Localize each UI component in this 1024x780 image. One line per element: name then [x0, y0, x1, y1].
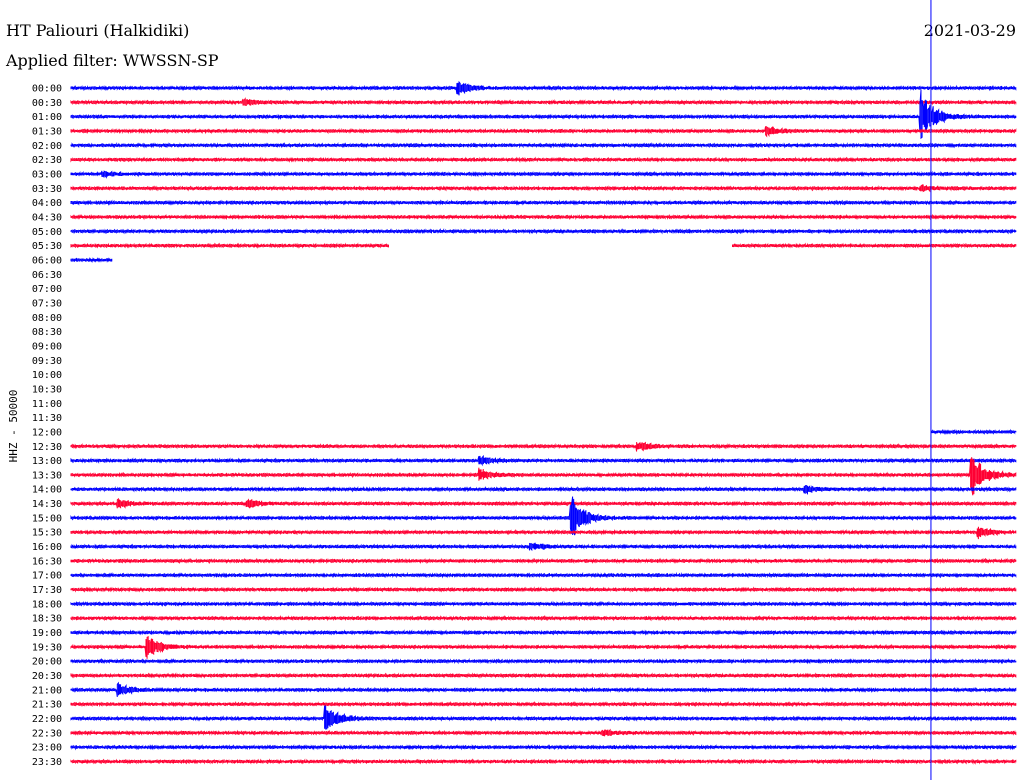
time-tick-label: 09:00 [32, 341, 62, 352]
time-tick-label: 05:30 [32, 241, 62, 252]
trace-row-1930 [70, 636, 1017, 659]
time-tick-label: 16:30 [32, 556, 62, 567]
time-tick-label: 16:00 [32, 542, 62, 553]
time-tick-label: 18:00 [32, 599, 62, 610]
time-tick-label: 04:30 [32, 212, 62, 223]
time-tick-label: 15:00 [32, 513, 62, 524]
trace-row-1630 [70, 557, 1017, 565]
trace-row-2230 [70, 728, 1017, 737]
trace-row-0230 [70, 156, 1017, 163]
trace-row-1230 [70, 441, 1017, 452]
trace-row-1800 [70, 600, 1017, 608]
time-tick-label: 17:30 [32, 585, 62, 596]
time-tick-label: 19:00 [32, 628, 62, 639]
trace-row-1900 [70, 629, 1017, 636]
time-tick-label: 03:00 [32, 169, 62, 180]
trace-row-2000 [70, 658, 1017, 665]
trace-row-1500 [70, 496, 1017, 536]
trace-row-0430 [70, 213, 1017, 221]
date-label: 2021-03-29 [924, 21, 1016, 40]
trace-row-1430 [70, 497, 1017, 509]
time-tick-label: 00:30 [32, 98, 62, 109]
time-tick-label: 20:30 [32, 671, 62, 682]
time-tick-label: 04:00 [32, 198, 62, 209]
trace-row-0400 [70, 199, 1017, 206]
time-tick-label: 06:00 [32, 255, 62, 266]
trace-row-1200 [930, 428, 1017, 436]
y-axis-label: HHZ - 50000 [7, 390, 20, 463]
time-tick-label: 06:30 [32, 270, 62, 281]
time-tick-label: 12:30 [32, 442, 62, 453]
time-tick-label: 05:00 [32, 227, 62, 238]
time-tick-label: 11:00 [32, 399, 62, 410]
trace-row-2030 [70, 672, 1017, 679]
time-tick-label: 02:30 [32, 155, 62, 166]
time-tick-label: 01:00 [32, 112, 62, 123]
trace-row-1600 [70, 542, 1017, 552]
trace-row-2330 [70, 758, 1017, 765]
time-tick-label: 08:30 [32, 327, 62, 338]
time-tick-label: 21:00 [32, 685, 62, 696]
trace-row-1300 [70, 454, 1017, 467]
trace-row-0000 [70, 80, 1017, 96]
trace-row-2200 [70, 705, 1017, 730]
time-tick-label: 15:30 [32, 528, 62, 539]
trace-row-1330 [70, 457, 1017, 496]
time-tick-label: 22:30 [32, 728, 62, 739]
time-tick-label: 01:30 [32, 126, 62, 137]
time-tick-label: 23:00 [32, 743, 62, 754]
time-tick-label: 07:30 [32, 298, 62, 309]
trace-row-1700 [70, 571, 1017, 579]
seismic-traces [70, 80, 1017, 765]
time-tick-label: 07:00 [32, 284, 62, 295]
trace-row-0530 [70, 242, 1017, 249]
time-tick-label: 10:30 [32, 384, 62, 395]
trace-row-0100 [70, 89, 1017, 140]
trace-row-1830 [70, 614, 1017, 622]
time-tick-label: 10:00 [32, 370, 62, 381]
time-tick-label: 14:30 [32, 499, 62, 510]
time-tick-label: 08:00 [32, 313, 62, 324]
trace-row-1530 [70, 526, 1017, 540]
time-tick-label: 19:30 [32, 642, 62, 653]
time-tick-label: 11:30 [32, 413, 62, 424]
trace-row-0330 [70, 184, 1017, 193]
trace-row-2130 [70, 700, 1017, 708]
time-tick-label: 21:30 [32, 700, 62, 711]
time-tick-label: 18:30 [32, 614, 62, 625]
time-tick-label: 23:30 [32, 757, 62, 768]
time-tick-label: 02:00 [32, 141, 62, 152]
trace-row-0500 [70, 228, 1017, 235]
time-tick-label: 09:30 [32, 356, 62, 367]
trace-row-0030 [70, 97, 1017, 106]
time-tick-label: 00:00 [32, 84, 62, 95]
time-tick-label: 13:30 [32, 470, 62, 481]
time-tick-label: 03:30 [32, 184, 62, 195]
trace-row-2300 [70, 743, 1017, 751]
filter-label: Applied filter: WWSSN-SP [5, 51, 219, 70]
trace-row-0600 [70, 256, 113, 263]
time-tick-label: 22:00 [32, 714, 62, 725]
trace-row-1400 [70, 485, 1017, 496]
station-title: HT Paliouri (Halkidiki) [6, 21, 189, 40]
trace-row-0130 [70, 125, 1017, 138]
time-tick-label: 14:00 [32, 485, 62, 496]
time-tick-label: 12:00 [32, 427, 62, 438]
time-tick-label: 20:00 [32, 657, 62, 668]
time-tick-labels: 00:00 00:30 01:00 01:30 02:00 02:30 03:00 03:30… [32, 84, 62, 769]
time-tick-label: 17:00 [32, 571, 62, 582]
trace-row-0300 [70, 170, 1017, 179]
time-tick-label: 13:00 [32, 456, 62, 467]
trace-row-0200 [70, 142, 1017, 149]
trace-row-1730 [70, 586, 1017, 593]
trace-row-2100 [70, 681, 1017, 697]
